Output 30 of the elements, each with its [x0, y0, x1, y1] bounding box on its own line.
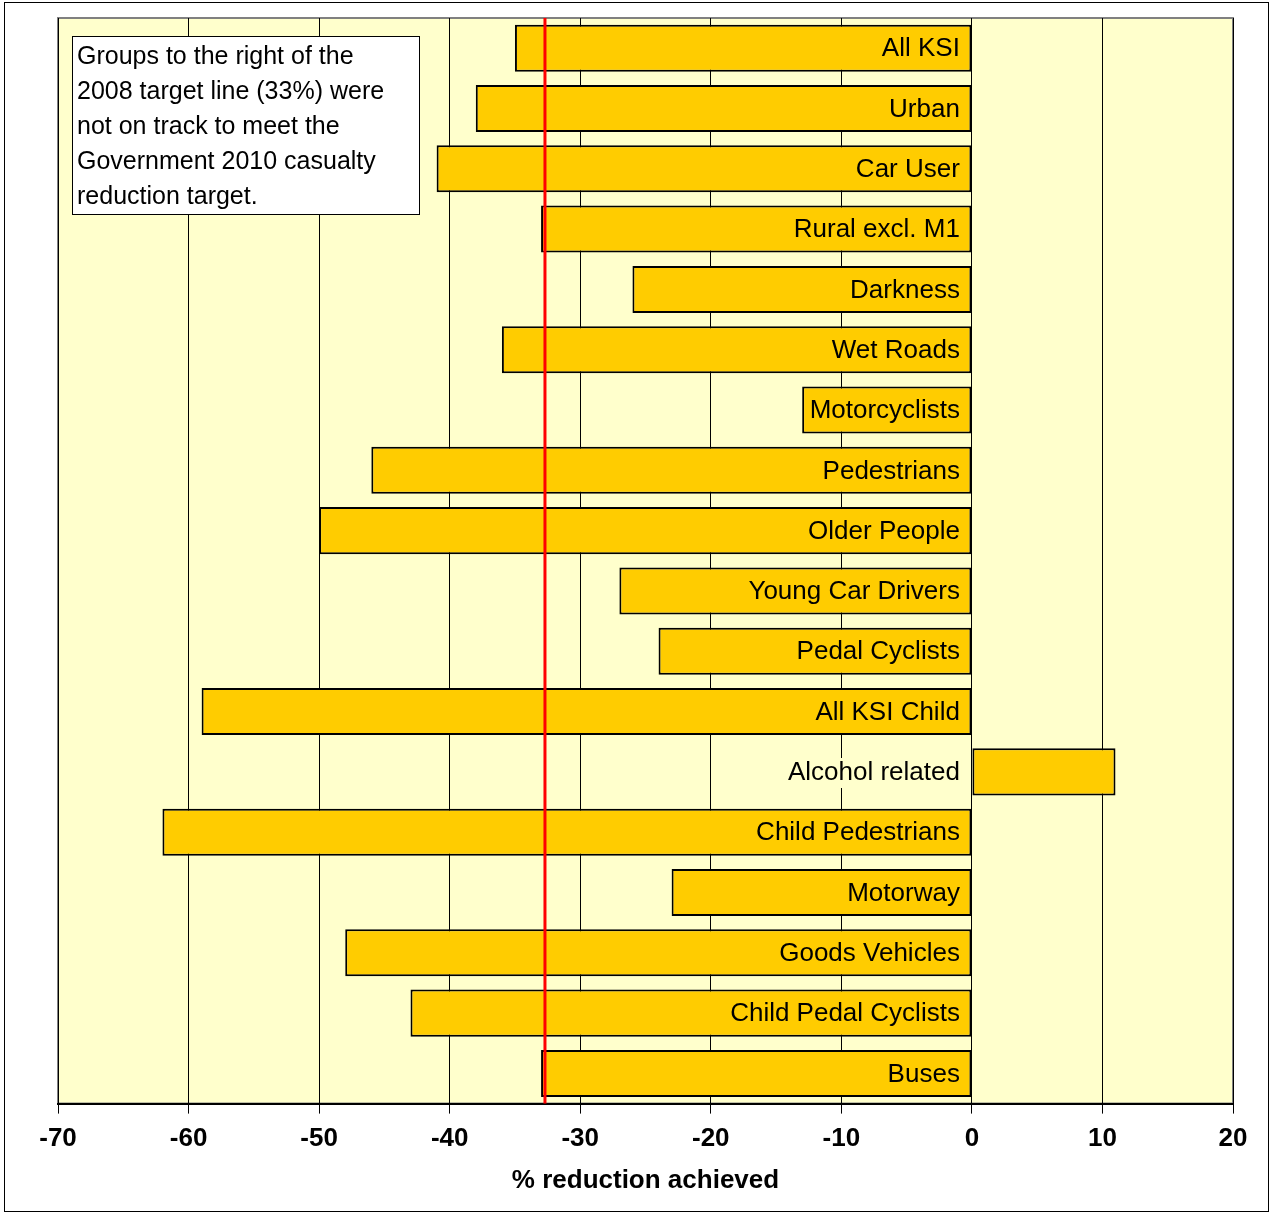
- y-tick-label: Alcohol related: [787, 756, 960, 787]
- annotation: Groups to the right of the 2008 target line (33%) were not on track to meet the Government 2010 casualty reduction target.: [72, 36, 420, 215]
- x-tick-label: -40: [430, 1122, 469, 1153]
- y-tick-label: All KSI: [881, 32, 960, 63]
- x-tick-label: -20: [691, 1122, 730, 1153]
- y-tick-label: All KSI Child: [815, 695, 960, 726]
- x-axis-title: % reduction achieved: [511, 1163, 780, 1194]
- y-tick-label: Darkness: [850, 273, 960, 304]
- x-tick-label: 0: [964, 1122, 980, 1153]
- y-tick-label: Pedestrians: [822, 454, 960, 485]
- x-tick-label: -50: [300, 1122, 338, 1153]
- x-tick-label: -70: [39, 1122, 77, 1153]
- y-tick-label: Motorway: [847, 876, 960, 907]
- y-tick-label: Urban: [889, 92, 960, 123]
- y-tick-label: Child Pedal Cyclists: [730, 997, 960, 1028]
- y-tick-label: Buses: [887, 1057, 960, 1088]
- y-tick-label: Car User: [855, 152, 961, 183]
- x-tick-label: -10: [822, 1122, 861, 1153]
- y-tick-label: Goods Vehicles: [779, 936, 960, 967]
- x-tick-label: 20: [1218, 1122, 1248, 1153]
- x-tick-label: -60: [169, 1122, 208, 1153]
- y-tick-label: Older People: [808, 514, 960, 545]
- y-tick-label: Young Car Drivers: [748, 575, 960, 606]
- y-tick-label: Rural excl. M1: [793, 213, 960, 244]
- x-tick-label: -30: [561, 1122, 600, 1153]
- x-tick-label: 10: [1087, 1122, 1117, 1153]
- y-tick-label: Wet Roads: [831, 333, 960, 364]
- y-tick-label: Pedal Cyclists: [796, 635, 960, 666]
- y-tick-label: Motorcyclists: [809, 394, 960, 425]
- y-tick-label: Child Pedestrians: [756, 816, 960, 847]
